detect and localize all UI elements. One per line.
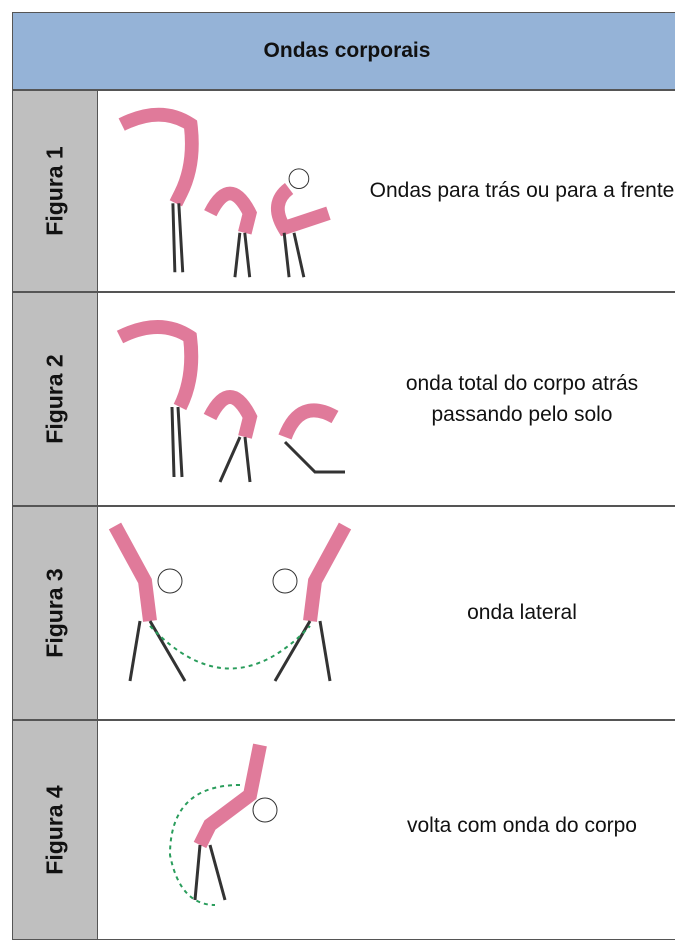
- figure-part: [193, 844, 227, 901]
- figure-part: [273, 620, 332, 682]
- figure-part: [118, 107, 199, 207]
- row-description: Ondas para trás ou para a frente: [369, 179, 675, 203]
- row-label: Figura 1: [41, 146, 68, 236]
- row-label: Figura 4: [41, 785, 68, 875]
- figure-part: [168, 784, 241, 906]
- row-description: onda total do corpo atrás passando pelo …: [405, 371, 639, 427]
- row-label-cell: Figura 1: [12, 90, 98, 292]
- figure-part: [203, 390, 258, 439]
- row-description: onda lateral: [467, 601, 577, 625]
- row-label: Figura 2: [41, 354, 68, 444]
- figure-part: [171, 203, 185, 273]
- figure-part: [128, 620, 187, 682]
- row-label-cell: Figura 4: [12, 720, 98, 940]
- figure-part: [282, 232, 306, 278]
- row-content-cell: [97, 720, 675, 940]
- row-content-cell: [97, 506, 675, 720]
- figure-part: [233, 232, 252, 278]
- figure-part: [116, 320, 199, 411]
- row-description: volta com onda do corpo: [407, 813, 637, 837]
- gymnast-illustration: [118, 107, 331, 278]
- figure-part: [283, 440, 345, 474]
- row-label-cell: Figura 3: [12, 506, 98, 720]
- figure-part: [170, 406, 184, 478]
- figure-part: [218, 436, 252, 483]
- row-content-cell: [97, 292, 675, 506]
- figure-part: [303, 522, 352, 622]
- figure-part: [157, 568, 183, 594]
- figure-part: [278, 403, 339, 440]
- gymnast-illustration: [116, 320, 345, 483]
- figure-part: [272, 568, 298, 594]
- figure-part: [252, 797, 278, 823]
- figure-part: [271, 183, 331, 237]
- gymnast-illustration: [168, 743, 278, 906]
- figure-part: [288, 168, 310, 190]
- table-header: Ondas corporais: [12, 12, 675, 90]
- row-label: Figura 3: [41, 568, 68, 658]
- gymnast-illustration: [108, 522, 352, 682]
- figure-part: [108, 522, 157, 622]
- figure-part: [149, 625, 311, 670]
- figure-part: [193, 743, 267, 849]
- row-label-cell: Figura 2: [12, 292, 98, 506]
- figure-part: [204, 186, 257, 235]
